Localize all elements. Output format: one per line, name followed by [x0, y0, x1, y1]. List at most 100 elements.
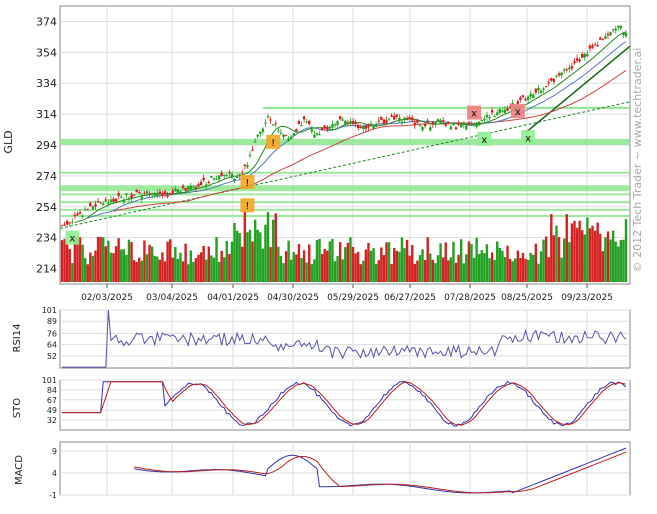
volume-bar: [292, 251, 295, 282]
volume-bar: [609, 239, 612, 282]
candle-body: [282, 134, 285, 137]
volume-bar: [555, 225, 558, 282]
candle-body: [305, 121, 308, 123]
volume-bar: [295, 254, 298, 282]
volume-bar: [156, 256, 159, 282]
candle-body: [76, 213, 79, 216]
candle-body: [606, 33, 610, 36]
volume-bar: [560, 257, 563, 282]
volume-bar: [614, 241, 617, 282]
x-tick-label: 07/28/2025: [444, 293, 496, 303]
candle-body: [99, 202, 102, 204]
volume-bar: [166, 241, 169, 282]
candle-body: [488, 117, 491, 119]
candle-body: [233, 178, 236, 181]
volume-bar: [431, 259, 435, 282]
volume-bar: [308, 244, 311, 282]
candle-body: [109, 199, 113, 202]
candle-body: [130, 194, 133, 199]
candle-body: [609, 32, 612, 36]
price-tick-label: 354: [36, 46, 57, 59]
candle-body: [498, 109, 502, 113]
x-tick-label: 04/01/2025: [207, 293, 259, 303]
volume-bar: [524, 258, 527, 282]
volume-bar: [344, 247, 347, 282]
volume-bar: [174, 246, 177, 282]
moving-average-blue: [87, 41, 627, 219]
candle-body: [300, 125, 303, 127]
candle-body: [478, 121, 481, 125]
volume-bar: [526, 259, 530, 282]
candle-body: [235, 176, 239, 178]
volume-bar: [521, 252, 525, 282]
volume-bar: [362, 260, 365, 282]
candle-body: [279, 132, 283, 134]
candle-body: [228, 172, 231, 174]
rsi-tick-label: 64: [47, 341, 57, 350]
candle-body: [591, 45, 594, 48]
candle-body: [122, 199, 126, 203]
volume-bar: [104, 246, 107, 282]
volume-bar: [349, 237, 352, 282]
candle-body: [472, 124, 476, 126]
volume-bar: [302, 250, 306, 282]
volume-bar: [514, 258, 517, 282]
price-tick-label: 314: [36, 108, 57, 121]
volume-bar: [143, 240, 146, 282]
macd-tick-label: 9: [52, 447, 57, 456]
candle-body: [189, 185, 192, 189]
candle-body: [102, 203, 105, 206]
volume-bar: [604, 237, 607, 282]
candle-body: [490, 109, 494, 113]
volume-bar: [385, 242, 388, 282]
volume-bar: [550, 214, 553, 282]
trend-line: [59, 101, 631, 229]
volume-bar: [78, 237, 82, 282]
candle-body: [544, 86, 548, 88]
volume-bar: [405, 239, 409, 282]
price-tick-label: 234: [36, 232, 57, 245]
candle-body: [176, 189, 180, 193]
candle-body: [356, 124, 360, 129]
candle-body: [575, 58, 579, 61]
candle-body: [596, 45, 599, 47]
volume-bar: [228, 253, 231, 282]
volume-bar: [225, 240, 229, 282]
candle-body: [107, 202, 110, 204]
candle-body: [318, 134, 321, 136]
candle-body: [302, 116, 306, 120]
volume-bar: [483, 253, 486, 282]
rsi-panel: 101 89 76 64 52: [42, 306, 631, 369]
volume-bar: [611, 230, 615, 282]
candle-body: [223, 174, 226, 176]
candle-body: [470, 124, 473, 126]
volume-bar: [449, 257, 453, 282]
candle-body: [145, 191, 149, 194]
volume-bar: [65, 244, 69, 282]
volume-bar: [441, 257, 445, 282]
volume-bar: [436, 255, 440, 282]
candle-body: [344, 120, 347, 125]
volume-bar: [480, 250, 483, 282]
candle-body: [168, 193, 172, 195]
candle-body: [362, 125, 365, 130]
candle-body: [349, 121, 352, 124]
volume-bar: [547, 257, 550, 282]
channel-line: [525, 45, 631, 134]
candle-body: [593, 44, 597, 46]
volume-bar: [411, 244, 414, 282]
candle-body: [447, 121, 450, 124]
candle-body: [351, 121, 355, 124]
macd-tick-label: 4: [52, 469, 57, 478]
candle-body: [462, 122, 465, 125]
candle-body: [328, 127, 332, 129]
candle-body: [475, 123, 478, 127]
volume-bar: [313, 259, 316, 282]
candle-body: [315, 133, 319, 135]
candle-body: [94, 204, 97, 207]
volume-bar: [408, 255, 411, 282]
candle-body: [194, 187, 198, 189]
candle-body: [398, 117, 401, 122]
candle-body: [617, 25, 620, 28]
